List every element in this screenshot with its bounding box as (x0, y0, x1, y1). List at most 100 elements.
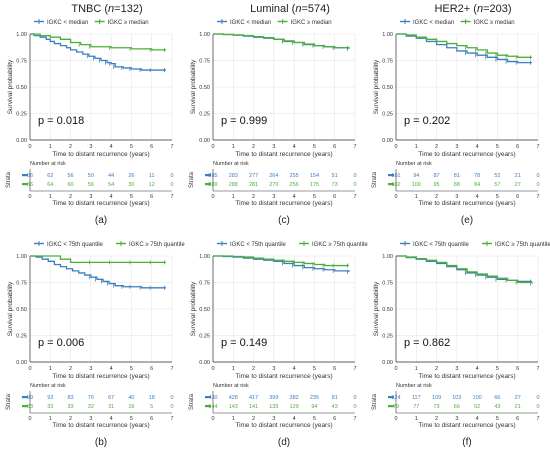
x-tick-label: 7 (170, 144, 173, 150)
risk-table-x-tick: 6 (516, 194, 519, 200)
y-tick-label: 0.50 (16, 307, 27, 313)
survival-curve-series-2 (396, 255, 533, 284)
x-tick-label: 1 (232, 366, 235, 372)
y-axis-label: Survival probability (7, 281, 14, 336)
risk-table-x-tick: 5 (313, 416, 316, 422)
x-tick-label: 3 (455, 366, 458, 372)
risk-table-cell: 56 (88, 182, 94, 188)
risk-table-cell: 50 (88, 173, 94, 179)
x-tick-label: 2 (435, 366, 438, 372)
y-tick-label: 0.75 (199, 281, 210, 287)
risk-table-strata-swatch (22, 174, 28, 177)
y-tick-label: 0.75 (16, 281, 27, 287)
risk-table-cell: 52 (494, 173, 500, 179)
risk-table-cell: 277 (249, 173, 258, 179)
risk-table-strata-swatch (205, 405, 211, 408)
panel-title-n: n (108, 3, 114, 15)
survival-curve-series-2 (213, 255, 349, 267)
risk-table-cell: 73 (434, 404, 440, 410)
risk-table-strata-swatch (205, 174, 211, 177)
x-tick-label: 0 (28, 366, 31, 372)
risk-table-x-tick: 7 (170, 416, 173, 422)
risk-table-cell: 43 (494, 404, 500, 410)
panel-title-main: TNBC ( (71, 3, 108, 15)
risk-table-x-tick: 7 (536, 194, 539, 200)
risk-table-cell: 64 (47, 182, 53, 188)
survival-curve-series-2 (30, 255, 166, 264)
risk-table-x-tick: 7 (353, 194, 356, 200)
x-tick-label: 6 (150, 366, 153, 372)
risk-table-x-axis-label: Time to distant recurrence (years) (52, 200, 149, 207)
risk-table-x-tick: 2 (435, 194, 438, 200)
risk-table-cell: 0 (353, 404, 356, 410)
y-tick-label: 0.00 (16, 360, 27, 366)
p-value-label: p = 0.999 (221, 115, 267, 127)
p-value-label: p = 0.149 (221, 337, 267, 349)
x-tick-label: 6 (150, 144, 153, 150)
x-tick-label: 1 (232, 144, 235, 150)
risk-table-x-tick: 2 (252, 194, 255, 200)
risk-table-cell: 283 (229, 173, 238, 179)
y-tick-label: 1.00 (16, 32, 27, 38)
x-tick-label: 7 (353, 366, 356, 372)
risk-table-x-tick: 3 (89, 416, 92, 422)
x-tick-label: 2 (252, 144, 255, 150)
x-tick-label: 1 (49, 366, 52, 372)
x-tick-label: 6 (516, 144, 519, 150)
risk-table-cell: 0 (170, 395, 173, 401)
x-tick-label: 6 (516, 366, 519, 372)
risk-table-cell: 66 (27, 182, 33, 188)
risk-table-x-tick: 4 (110, 194, 113, 200)
panel-letter: (e) (461, 215, 473, 226)
y-tick-label: 0.75 (199, 59, 210, 65)
y-tick-label: 0.25 (382, 334, 393, 340)
risk-table-cell: 5 (150, 404, 153, 410)
risk-table-x-axis-label: Time to distant recurrence (years) (418, 200, 515, 207)
risk-table-cell: 27 (515, 395, 521, 401)
y-tick-label: 0.25 (382, 112, 393, 118)
risk-table-cell: 94 (413, 173, 419, 179)
y-tick-label: 0.00 (16, 138, 27, 144)
survival-curve-series-2 (30, 33, 166, 51)
risk-table-x-tick: 2 (69, 416, 72, 422)
legend-label: IGKC < median (413, 20, 454, 26)
risk-table-cell: 11 (149, 173, 155, 179)
x-tick-label: 2 (435, 144, 438, 150)
risk-table-cell: 428 (229, 395, 238, 401)
y-tick-label: 0.25 (199, 334, 210, 340)
x-tick-label: 4 (293, 144, 296, 150)
y-tick-label: 0.25 (16, 112, 27, 118)
x-tick-label: 5 (496, 144, 499, 150)
risk-table-x-tick: 4 (476, 416, 479, 422)
y-tick-label: 0.50 (382, 85, 393, 91)
x-tick-label: 7 (536, 366, 539, 372)
risk-table-strata-label: Strata (6, 171, 12, 188)
risk-table-strata-swatch (388, 174, 394, 177)
risk-table-cell: 73 (332, 182, 338, 188)
legend-label: IGKC < 75th quantile (413, 242, 470, 248)
risk-table-x-tick: 4 (293, 416, 296, 422)
risk-table-cell: 33 (27, 404, 33, 410)
chart-panel-1: TNBC (n=132) IGKC < median IGKC ≥ median 0.… (6, 3, 174, 226)
risk-table-x-tick: 6 (150, 416, 153, 422)
risk-table-cell: 0 (170, 182, 173, 188)
panel-title: Luminal (n=574) (250, 3, 330, 15)
x-tick-label: 7 (536, 144, 539, 150)
risk-table-cell: 399 (269, 395, 278, 401)
risk-table-strata-label: Strata (6, 393, 12, 410)
risk-table-cell: 270 (269, 182, 278, 188)
y-tick-label: 1.00 (382, 254, 393, 260)
legend-label: IGKC ≥ 75th quantile (495, 242, 550, 248)
x-tick-label: 7 (353, 144, 356, 150)
x-tick-label: 4 (476, 144, 479, 150)
risk-table-cell: 78 (474, 173, 480, 179)
x-tick-label: 3 (89, 366, 92, 372)
risk-table-cell: 51 (332, 173, 338, 179)
risk-table-cell: 21 (515, 173, 521, 179)
legend-label: IGKC ≥ 75th quantile (312, 242, 368, 248)
p-value-label: p = 0.006 (38, 337, 84, 349)
risk-table-cell: 30 (128, 182, 134, 188)
risk-table-cell: 66 (27, 173, 33, 179)
panel-title-rest: =574) (301, 3, 329, 15)
risk-table-cell: 281 (249, 182, 258, 188)
